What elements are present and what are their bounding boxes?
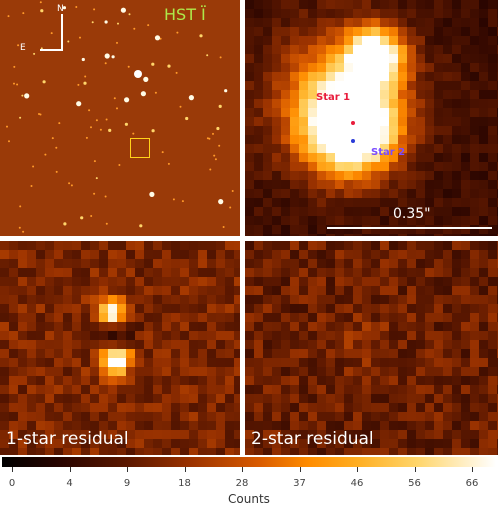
- scale-bar-label: 0.35": [393, 206, 431, 222]
- colorbar-title: Counts: [228, 492, 270, 506]
- star2-marker: [351, 139, 355, 143]
- field-image-panel: HST Ï N E: [0, 0, 240, 236]
- star2-label: Star 2: [371, 147, 406, 158]
- colorbar-ticks: [0, 467, 498, 477]
- colorbar-tick: [472, 467, 473, 472]
- star1-marker: [351, 121, 355, 125]
- zoom-image: [245, 0, 498, 236]
- colorbar-tick: [184, 467, 186, 472]
- two-star-residual-label: 2-star residual: [251, 429, 374, 449]
- one-star-residual-label: 1-star residual: [6, 429, 129, 449]
- colorbar-tick-label: 56: [408, 478, 421, 489]
- colorbar-tick-label: 18: [178, 478, 191, 489]
- field-image: [0, 0, 240, 236]
- one-star-residual-panel: 1-star residual: [0, 241, 240, 455]
- colorbar-tick-label: 28: [235, 478, 249, 489]
- colorbar-tick-label: 46: [350, 478, 364, 489]
- zoom-region-box: [130, 138, 150, 158]
- colorbar: [2, 457, 496, 467]
- colorbar-tick-label: 66: [465, 478, 479, 489]
- compass-east-label: E: [20, 43, 26, 53]
- colorbar-tick-label: 9: [123, 478, 131, 489]
- colorbar-tick: [414, 467, 416, 472]
- colorbar-tick: [12, 467, 13, 472]
- colorbar-tick: [127, 467, 128, 472]
- compass-north-label: N: [57, 4, 64, 14]
- colorbar-tick: [69, 467, 71, 472]
- two-star-residual-image: [245, 241, 498, 455]
- colorbar-tick-label: 0: [8, 478, 16, 489]
- two-star-residual-panel: 2-star residual: [245, 241, 498, 455]
- one-star-residual-image: [0, 241, 240, 455]
- zoom-image-panel: Star 1 Star 2 0.35": [245, 0, 498, 236]
- filter-label: HST Ï: [164, 5, 206, 24]
- colorbar-tick: [357, 467, 358, 472]
- colorbar-tick-label: 4: [66, 478, 73, 489]
- colorbar-tick-label: 37: [293, 478, 306, 489]
- compass-icon: N E: [20, 4, 70, 54]
- colorbar-tick: [242, 467, 243, 472]
- scale-bar: [327, 227, 492, 229]
- colorbar-tick: [299, 467, 301, 472]
- star1-label: Star 1: [316, 92, 351, 103]
